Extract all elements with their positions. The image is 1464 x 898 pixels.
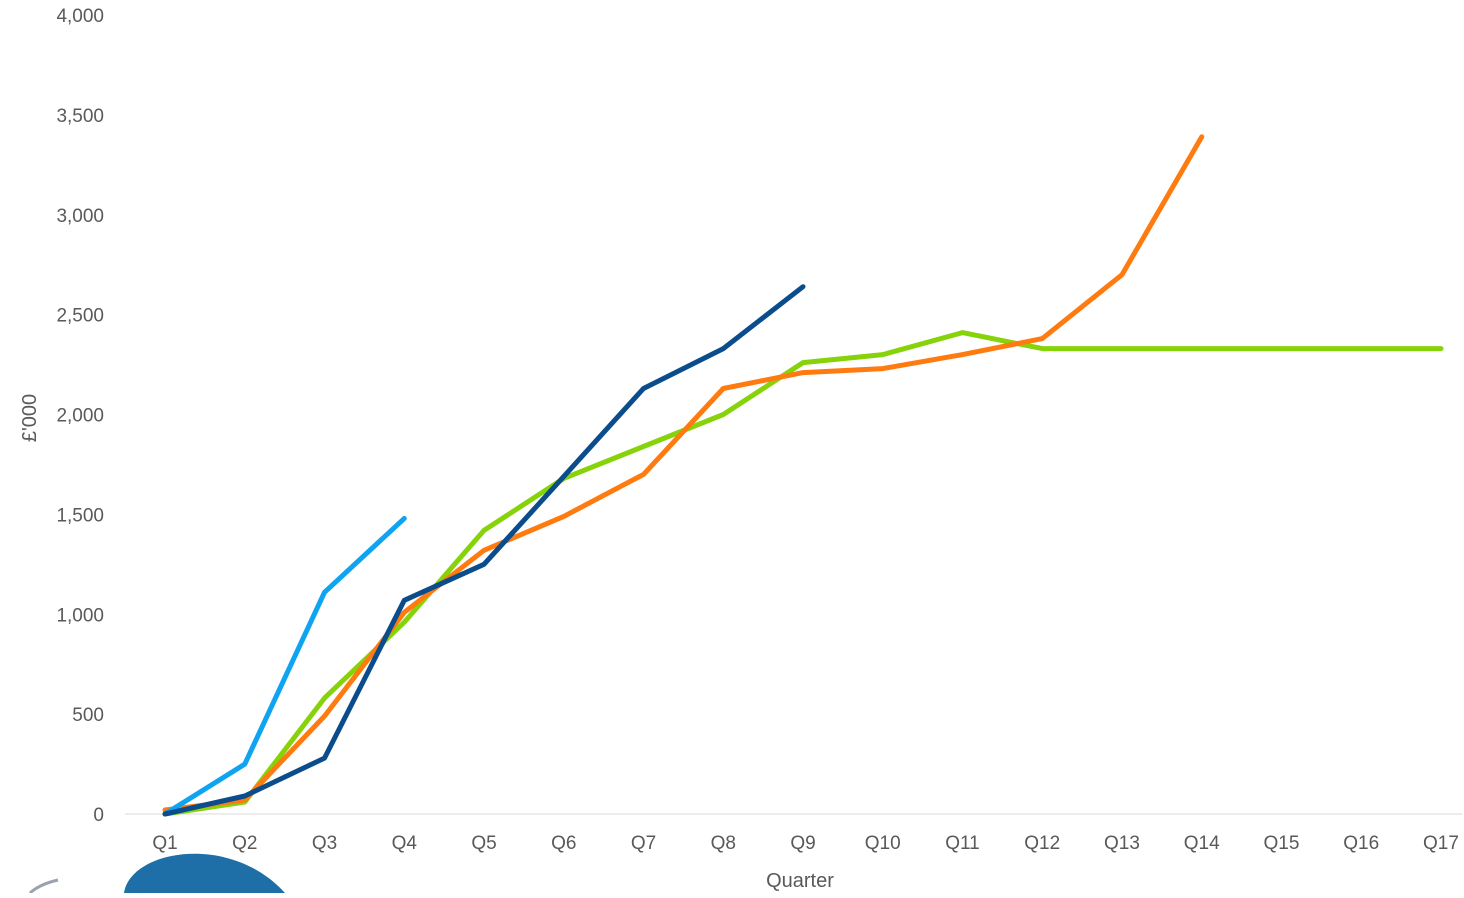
series-line-4 (162, 284, 806, 817)
y-tick-label: 1,000 (56, 605, 104, 626)
y-tick-label: 2,500 (56, 306, 104, 327)
series-lines (162, 134, 1444, 817)
x-tick-label: Q5 (471, 833, 496, 854)
x-tick-label: Q9 (790, 833, 815, 854)
logo-swoosh (28, 878, 59, 895)
x-tick-label: Q8 (711, 833, 736, 854)
series-line-1 (162, 330, 1444, 817)
x-tick-label: Q3 (312, 833, 337, 854)
x-axis-title: Quarter (766, 870, 834, 892)
y-tick-label: 2,000 (56, 406, 104, 427)
y-tick-label: 3,500 (56, 106, 104, 127)
logo-blob (124, 853, 285, 893)
x-tick-label: Q16 (1343, 833, 1379, 854)
x-tick-label: Q15 (1264, 833, 1300, 854)
x-tick-label: Q11 (945, 833, 980, 854)
y-tick-label: 500 (72, 705, 104, 726)
x-tick-label: Q2 (232, 833, 257, 854)
x-tick-label: Q17 (1423, 833, 1459, 854)
y-tick-label: 3,000 (56, 206, 104, 227)
y-axis: 0 500 1,000 1,500 2,000 2,500 3,000 3,500 4,000 (56, 6, 104, 826)
y-tick-label: 0 (93, 805, 104, 826)
x-tick-label: Q7 (631, 833, 656, 854)
x-axis: Q1 Q2 Q3 Q4 Q5 Q6 Q7 Q8 Q9 Q10 Q11 Q12 Q13 Q14 Q15 Q16 Q… (152, 833, 1459, 854)
y-axis-title: £'000 (19, 394, 41, 442)
x-tick-label: Q12 (1024, 833, 1060, 854)
x-tick-label: Q6 (551, 833, 576, 854)
series-line-2 (162, 134, 1205, 813)
x-tick-label: Q4 (392, 833, 418, 854)
x-tick-label: Q13 (1104, 833, 1140, 854)
x-tick-label: Q14 (1184, 833, 1220, 854)
y-tick-label: 1,500 (56, 505, 104, 526)
y-tick-label: 4,000 (56, 6, 104, 27)
series-line-3 (162, 515, 407, 817)
x-tick-label: Q1 (152, 833, 177, 854)
x-tick-label: Q10 (865, 833, 901, 854)
logo-graphic (28, 853, 285, 895)
